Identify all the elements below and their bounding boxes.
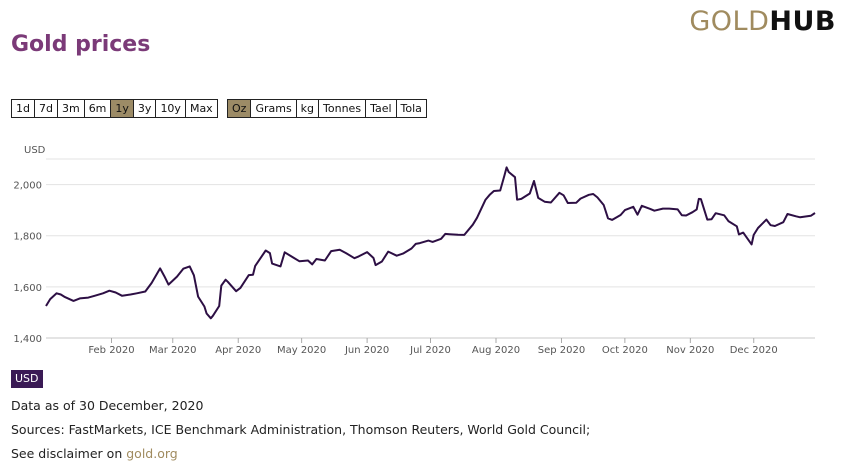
x-tick-label: Jul 2020 — [409, 345, 451, 356]
x-tick-label: Nov 2020 — [666, 345, 714, 356]
logo-gold-text: GOLD — [689, 6, 770, 37]
y-tick-label: 1,600 — [13, 283, 42, 294]
gold-org-link[interactable]: gold.org — [126, 446, 178, 461]
x-tick-label: Oct 2020 — [602, 345, 648, 356]
x-tick-label: Jun 2020 — [344, 345, 389, 356]
y-tick-label: 1,800 — [13, 232, 42, 243]
range-3y-button[interactable]: 3y — [132, 99, 157, 118]
x-tick-label: Sep 2020 — [538, 345, 585, 356]
y-tick-label: 1,400 — [13, 334, 42, 345]
range-6m-button[interactable]: 6m — [83, 99, 112, 118]
unit-grams-button[interactable]: Grams — [250, 99, 297, 118]
unit-tael-button[interactable]: Tael — [365, 99, 397, 118]
x-tick-label: Feb 2020 — [88, 345, 134, 356]
x-tick-label: Mar 2020 — [149, 345, 197, 356]
x-tick-label: May 2020 — [277, 345, 326, 356]
y-tick-label: 2,000 — [13, 181, 42, 192]
unit-selector: Oz Grams kg Tonnes Tael Tola — [227, 99, 427, 118]
sources-text: Sources: FastMarkets, ICE Benchmark Admi… — [11, 422, 591, 437]
logo-hub-text: HUB — [769, 6, 836, 37]
x-tick-label: Dec 2020 — [730, 345, 778, 356]
y-axis-label: USD — [24, 145, 46, 156]
time-range-selector: 1d 7d 3m 6m 1y 3y 10y Max — [11, 99, 218, 118]
x-tick-label: Apr 2020 — [215, 345, 261, 356]
unit-tola-button[interactable]: Tola — [395, 99, 427, 118]
unit-tonnes-button[interactable]: Tonnes — [318, 99, 367, 118]
currency-badge[interactable]: USD — [11, 370, 43, 388]
disclaimer-text: See disclaimer on gold.org — [11, 446, 178, 461]
unit-kg-button[interactable]: kg — [295, 99, 320, 118]
goldhub-logo[interactable]: GOLDHUB — [689, 6, 836, 37]
disclaimer-prefix: See disclaimer on — [11, 446, 123, 461]
range-1y-button[interactable]: 1y — [110, 99, 134, 118]
range-max-button[interactable]: Max — [184, 99, 218, 118]
data-as-of-text: Data as of 30 December, 2020 — [11, 398, 204, 413]
range-1d-button[interactable]: 1d — [11, 99, 35, 118]
gold-price-series-line — [45, 166, 816, 320]
range-3m-button[interactable]: 3m — [56, 99, 85, 118]
unit-oz-button[interactable]: Oz — [227, 99, 252, 118]
page-title: Gold prices — [11, 32, 151, 57]
x-tick-label: Aug 2020 — [472, 345, 520, 356]
gold-price-chart: 1,400 1,600 1,800 2,000 USD Feb 2020 Mar 2020 A… — [13, 145, 816, 356]
range-10y-button[interactable]: 10y — [155, 99, 186, 118]
range-7d-button[interactable]: 7d — [33, 99, 58, 118]
